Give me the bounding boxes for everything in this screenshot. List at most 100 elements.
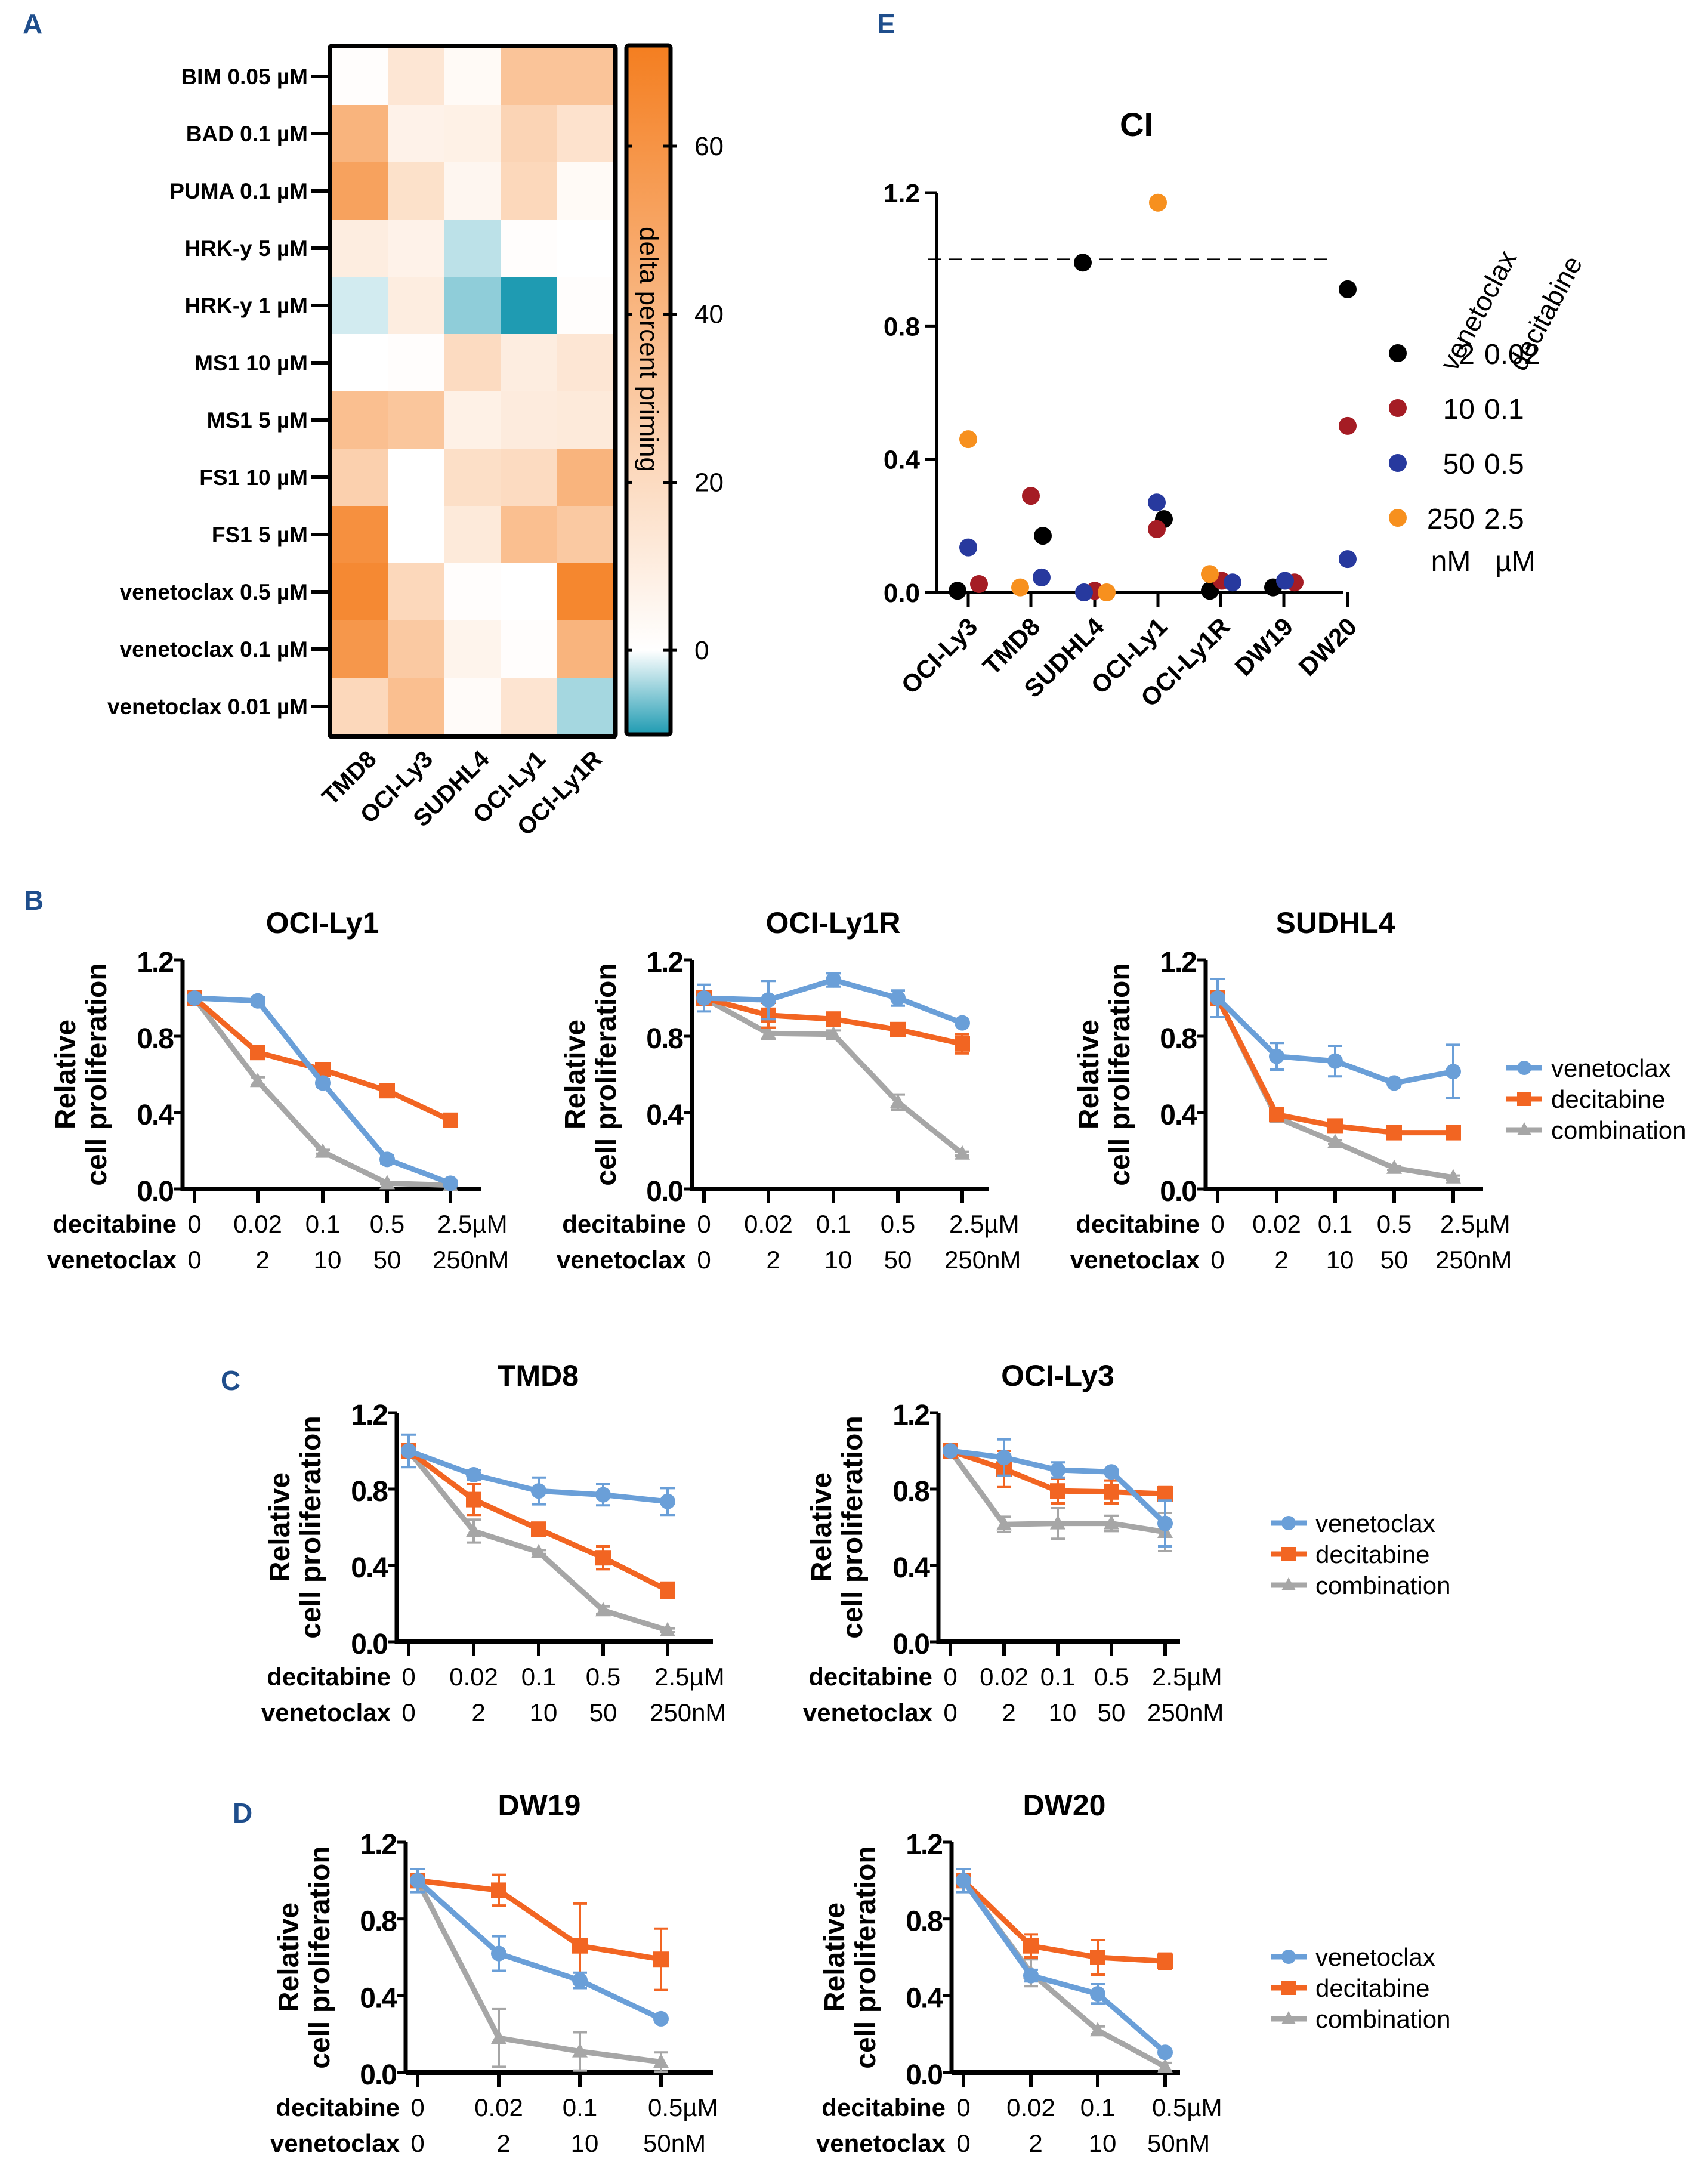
panel-letter-d: D (233, 1797, 252, 1829)
y-tick-label: 0.4 (1160, 1099, 1197, 1131)
ci-point (1098, 583, 1116, 601)
data-point-venetoclax (315, 1075, 331, 1091)
data-point-combination (572, 2043, 588, 2058)
x-tick-label-venetoclax: 10 (1089, 2129, 1117, 2157)
y-tick-label: 0.0 (646, 1176, 682, 1207)
data-point-combination (1327, 1133, 1343, 1148)
heatmap-cell (444, 449, 501, 506)
heatmap-border (328, 44, 618, 739)
series-line-venetoclax (961, 1879, 1167, 2055)
row-label: BIM 0.05 µM (181, 64, 308, 89)
data-point-venetoclax (531, 1483, 546, 1499)
heatmap-cell (332, 506, 388, 564)
heatmap-cell (444, 334, 501, 392)
legend-marker-decitabine (1281, 1547, 1296, 1561)
y-axis-label: Relative (819, 1902, 851, 2012)
row-label: FS1 10 µM (199, 465, 308, 490)
y-tick-label: 0.4 (906, 1982, 943, 2014)
x-tick-label-venetoclax: 0 (1210, 1246, 1224, 1274)
heatmap-cell (332, 162, 388, 220)
heatmap-cell (388, 563, 445, 621)
x-tick-label-decitabine: 2.5µM (437, 1210, 508, 1238)
x-tick-label-decitabine: 0.1 (563, 2093, 597, 2121)
row-label: HRK-y 1 µM (185, 294, 308, 318)
legend-marker-venetoclax (1281, 1950, 1296, 1964)
y-tick-label: 0.4 (360, 1982, 397, 2014)
data-point-decitabine (595, 1550, 611, 1566)
data-point-venetoclax (1269, 1048, 1284, 1064)
row-label: BAD 0.1 µM (186, 122, 308, 146)
colorbar (624, 43, 673, 737)
x-tick-label-venetoclax: 2 (766, 1246, 780, 1274)
ci-point (959, 538, 977, 557)
data-point-combination (890, 1094, 906, 1108)
heatmap-cell (444, 277, 501, 335)
x-tick-label-venetoclax: 10 (1326, 1246, 1354, 1274)
heatmap-cell (501, 48, 558, 106)
y-axis-label: cell proliferation (850, 1846, 882, 2068)
heatmap-cell (557, 334, 614, 392)
ci-title: CI (1120, 106, 1153, 143)
data-point-decitabine (826, 1011, 841, 1027)
ci-point (1149, 193, 1167, 212)
heatmap-cell (557, 105, 614, 163)
x-tick-label-decitabine: 0.02 (1006, 2093, 1055, 2121)
y-tick-label: 0.8 (884, 312, 920, 341)
heatmap-cell (444, 220, 501, 277)
colorbar-tick-label: 0 (694, 636, 709, 665)
heatmap-cell (332, 277, 388, 335)
row-label-decitabine: decitabine (562, 1210, 686, 1238)
heatmap-cell (501, 162, 558, 220)
line-plot-oci-ly3: OCI-Ly3 0.0 0.4 0.8 1.2 Relative cell prolifer… (803, 1359, 1451, 1726)
series-combination (401, 1443, 675, 1636)
heatmap-cell (332, 334, 388, 392)
y-axis-label: cell proliferation (837, 1416, 869, 1638)
series-line-decitabine (193, 996, 452, 1123)
x-tick-label-decitabine: 0.02 (449, 1663, 498, 1691)
heatmap-cell (332, 620, 388, 678)
heatmap-cell (388, 506, 445, 564)
x-tick-label-venetoclax: 50 (373, 1246, 401, 1274)
y-tick-label: 1.2 (892, 1400, 929, 1431)
row-label-decitabine: decitabine (821, 2093, 946, 2121)
legend-decitabine-dose: 0.02 (1484, 339, 1540, 370)
y-tick-label: 0.8 (906, 1906, 943, 1938)
data-point-venetoclax (996, 1450, 1012, 1466)
x-tick-label-venetoclax: 0 (187, 1246, 201, 1274)
data-point-venetoclax (1446, 1064, 1461, 1080)
y-axis-label: Relative (560, 1020, 591, 1129)
legend-marker (1389, 454, 1407, 472)
heatmap-cell (557, 391, 614, 449)
legend-marker-combination (1281, 1577, 1296, 1590)
x-tick-label-venetoclax: 2 (1002, 1698, 1015, 1726)
data-point-decitabine (531, 1521, 546, 1537)
x-tick-label-decitabine: 0.02 (744, 1210, 793, 1238)
y-axis-label: cell proliferation (295, 1416, 327, 1638)
y-tick-label: 0.8 (892, 1476, 929, 1508)
series-decitabine (187, 990, 458, 1128)
heatmap-cell (388, 162, 445, 220)
heatmap-cell (332, 48, 388, 106)
plot-title: OCI-Ly1R (766, 906, 901, 940)
x-tick-label-decitabine: 0.5 (1377, 1210, 1412, 1238)
row-label: PUMA 0.1 µM (169, 179, 308, 203)
y-tick-label: 0.0 (137, 1176, 173, 1207)
data-point-venetoclax (595, 1487, 611, 1503)
x-tick-label-venetoclax: 250nM (944, 1246, 1021, 1274)
data-point-venetoclax (1023, 1968, 1039, 1984)
x-tick-label-venetoclax: 250nM (433, 1246, 509, 1274)
y-tick-label: 0.0 (884, 579, 920, 608)
x-tick-label-decitabine: 0.5 (1094, 1663, 1129, 1691)
data-point-decitabine (1327, 1118, 1343, 1134)
data-point-combination (379, 1175, 395, 1190)
ci-point (1276, 572, 1294, 590)
legend-label-combination: combination (1315, 2005, 1450, 2033)
row-label-decitabine: decitabine (1076, 1210, 1200, 1238)
y-axis-label: Relative (1073, 1020, 1105, 1129)
row-label: FS1 5 µM (212, 523, 308, 547)
heatmap-cell (444, 391, 501, 449)
legend-marker (1389, 509, 1407, 527)
data-point-decitabine (653, 1951, 669, 1968)
colorbar-label: delta percent priming (634, 227, 663, 472)
heatmap-cell (557, 678, 614, 736)
